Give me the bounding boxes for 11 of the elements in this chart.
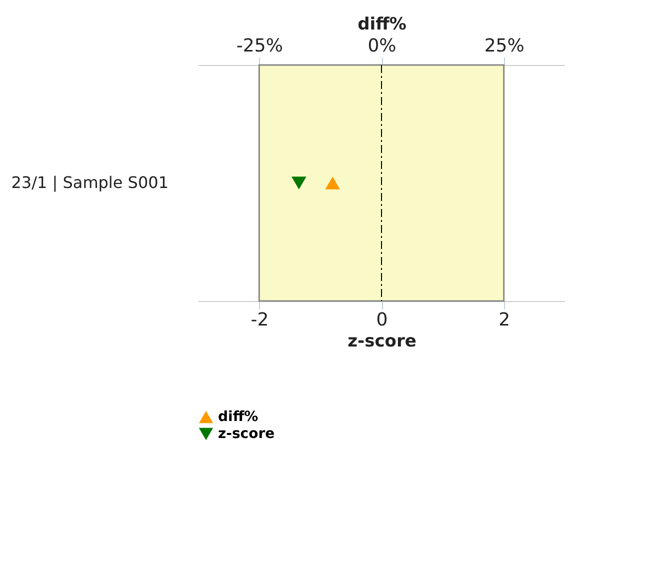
- x2-axis-title: diff%: [358, 14, 406, 34]
- y-tick-label: 23/1 | Sample S001: [11, 173, 168, 192]
- x2-tick-label: 25%: [484, 36, 524, 56]
- x2-tick-label: -25%: [236, 36, 283, 56]
- x-tick-label: 0: [376, 310, 388, 330]
- legend-label: diff%: [218, 409, 258, 425]
- x2-tick-label: 0%: [368, 36, 396, 56]
- x-tick-label: -2: [250, 310, 269, 330]
- legend-label: z-score: [218, 426, 275, 442]
- x-tick-label: 2: [498, 310, 510, 330]
- x-axis-title: z-score: [348, 332, 416, 352]
